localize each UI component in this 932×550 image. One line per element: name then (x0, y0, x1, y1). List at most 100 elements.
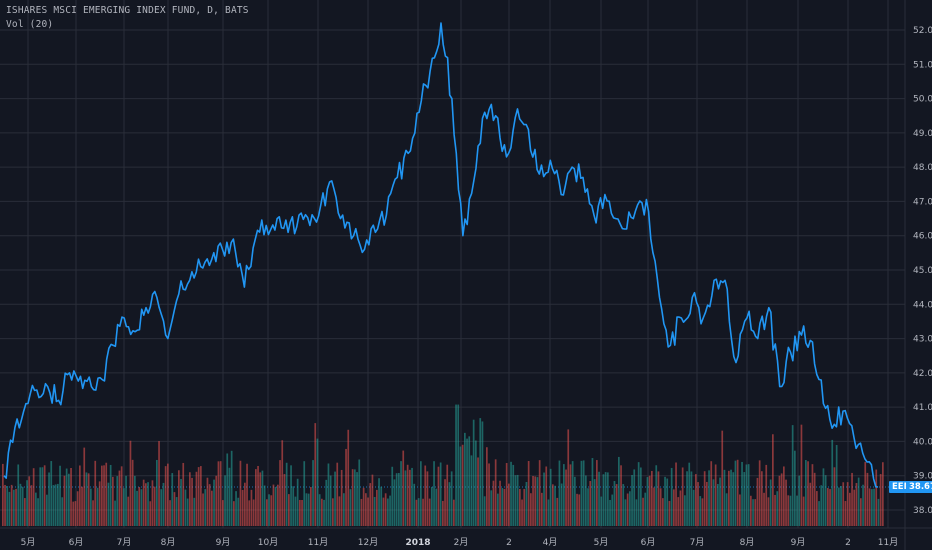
time-tick-label: 4月 (543, 537, 558, 548)
volume-bar (666, 478, 669, 526)
volume-bar (679, 490, 682, 526)
volume-bar (63, 475, 66, 526)
volume-bar (651, 470, 653, 526)
volume-bar (842, 482, 845, 526)
time-tick-label: 11月 (308, 537, 328, 548)
volume-bar (329, 475, 332, 526)
volume-bar (756, 477, 759, 526)
volume-bar (820, 485, 823, 526)
volume-bar (534, 476, 537, 526)
volume-bar (356, 472, 358, 526)
volume-bar (184, 489, 187, 526)
volume-bar (822, 468, 825, 526)
volume-bar (294, 496, 297, 526)
price-tick-label: 45.00 (913, 266, 932, 276)
volume-bar (175, 497, 178, 526)
volume-bar (189, 472, 191, 526)
volume-bar (395, 473, 398, 526)
volume-bar (626, 493, 629, 526)
volume-bar (769, 479, 772, 526)
volume-bar (580, 460, 583, 526)
volume-bar (17, 464, 20, 526)
volume-bar (50, 461, 53, 526)
volume-bar (380, 486, 383, 526)
volume-bar (721, 430, 724, 526)
volume-bar (824, 475, 827, 526)
volume-bar (488, 463, 490, 526)
volume-bar (325, 479, 328, 526)
volume-bar (305, 493, 308, 526)
time-tick-label: 5月 (21, 537, 36, 548)
volume-bar (145, 483, 147, 526)
volume-bar (501, 488, 504, 526)
price-tick-label: 43.00 (913, 335, 932, 345)
volume-bar (301, 499, 303, 526)
volume-bar (565, 469, 567, 526)
volume-bar (712, 479, 715, 526)
volume-bar (261, 470, 264, 526)
volume-bar (415, 499, 418, 526)
volume-bar (334, 471, 336, 526)
volume-bar (774, 494, 776, 526)
volume-bar (285, 462, 288, 526)
volume-bar (481, 421, 484, 526)
volume-bar (226, 453, 229, 526)
price-tick-label: 47.00 (913, 197, 932, 207)
volume-bar (844, 501, 847, 526)
volume-bar (567, 429, 570, 526)
volume-bar (349, 489, 352, 526)
price-tick-label: 44.00 (913, 300, 932, 310)
volume-bar (730, 469, 732, 526)
volume-bar (109, 464, 112, 526)
volume-bar (191, 477, 193, 526)
volume-bar (384, 493, 387, 526)
price-tick-label: 49.00 (913, 129, 932, 139)
volume-bar (620, 465, 622, 526)
volume-bar (750, 495, 752, 526)
time-axis[interactable]: 5月 6月 7月 8月 9月 10月 11月 12月 2018 2月 2 4月 5月 6月 7月 8月 9月 2 1… (21, 537, 899, 548)
volume-bar (316, 438, 319, 526)
volume-bar (54, 484, 57, 526)
time-tick-label: 11月 (878, 537, 898, 548)
volume-bar (30, 485, 33, 526)
volume-bar (486, 447, 488, 526)
volume-bar (613, 481, 616, 526)
volume-bar (706, 481, 708, 526)
volume-bar (327, 463, 330, 526)
volume-bar (400, 461, 402, 526)
volume-bar (868, 488, 871, 526)
volume-bar (4, 484, 6, 526)
volume-bar (52, 485, 55, 526)
volume-bar (741, 461, 743, 526)
price-tick-label: 50.00 (913, 95, 932, 105)
volume-bar (574, 476, 576, 526)
volume-bar (662, 498, 664, 526)
volume-bar (43, 465, 46, 526)
volume-bar (197, 467, 200, 526)
volume-bar (310, 486, 312, 526)
volume-bar (734, 460, 737, 526)
volume-bar (81, 486, 83, 526)
volume-bar (147, 482, 149, 526)
volume-bar (455, 404, 457, 526)
volume-bar (211, 490, 213, 526)
volume-bar (554, 485, 556, 526)
volume-bar (162, 482, 165, 526)
volume-bar (248, 500, 251, 526)
volume-bar (239, 460, 242, 526)
volume-bar (805, 459, 807, 526)
volume-bar (279, 460, 281, 526)
price-tick-label: 41.00 (913, 403, 932, 413)
volume-bar (483, 496, 486, 526)
price-axis[interactable]: 52.00 51.00 50.00 49.00 48.00 47.00 46.00 45.00… (913, 26, 932, 516)
volume-indicator-label[interactable]: Vol (20) (6, 19, 54, 30)
volume-bar (464, 432, 466, 526)
volume-bar (360, 498, 363, 526)
volume-bar (576, 493, 578, 526)
volume-bar (391, 466, 394, 526)
volume-bar (497, 493, 499, 526)
volume-bar (336, 462, 339, 526)
volume-bar (422, 498, 424, 526)
